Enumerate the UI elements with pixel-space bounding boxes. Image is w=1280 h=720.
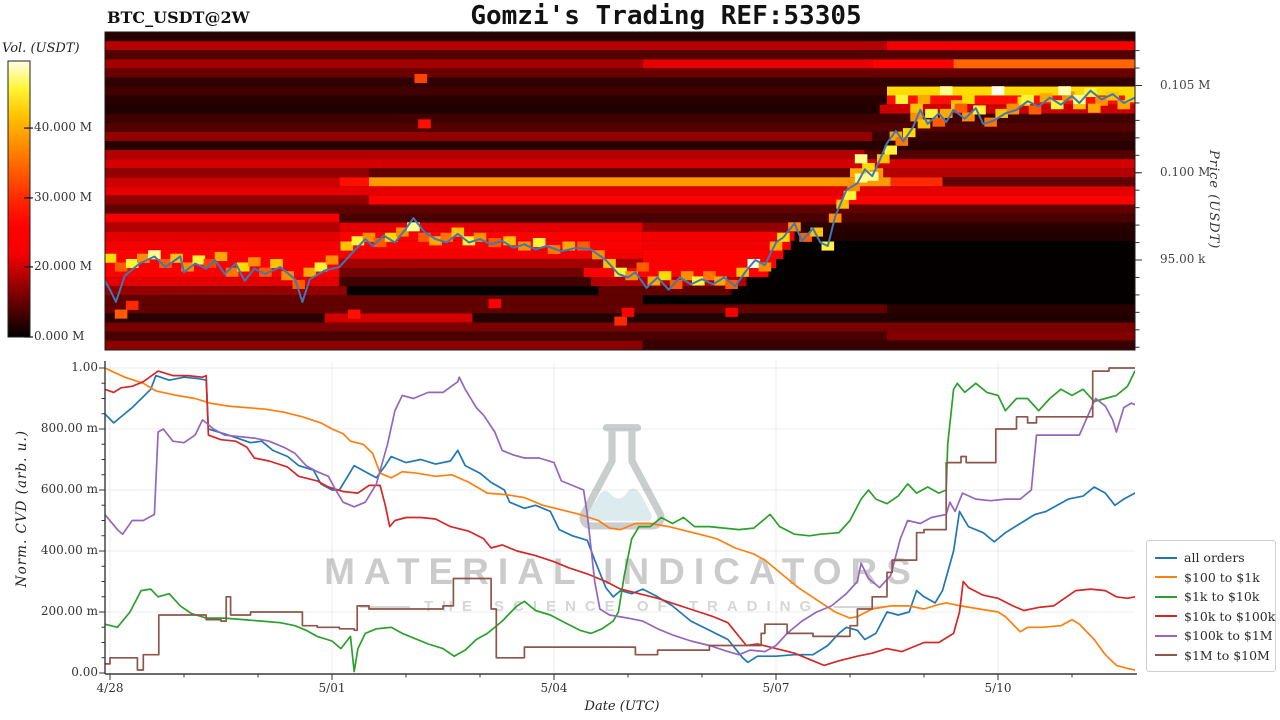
cvd-tick-label: 0.00 [71,665,98,679]
figure-title: Gomzi's Trading REF:53305 [470,1,862,31]
legend-line-swatch [1155,556,1177,559]
series-line--100-to-1k [105,367,1135,671]
legend-line-swatch [1155,654,1177,657]
gridlines [105,361,1135,674]
price-tick-label: 0.100 M [1160,165,1211,179]
cvd-tick-label: 1.00 [71,360,98,374]
axes-ticks [99,367,1073,680]
legend-label: $10k to $100k [1184,608,1276,624]
date-tick-label: 5/10 [984,681,1012,695]
watermark-tagline-text: THE SCIENCE OF TRADING [423,598,821,615]
legend-item: all orders [1155,548,1275,568]
colorbar-tick-label: 40.000 M [34,120,93,134]
series-line--10k-to-100k [105,370,1135,667]
legend-item: $100k to $1M [1155,626,1275,646]
price-tick-label: 95.00 k [1160,252,1206,266]
date-tick-label: 4/28 [96,681,124,695]
series-line--100k-to-1m [105,376,1135,656]
watermark-tagline: THE SCIENCE OF TRADING [359,598,885,615]
cvd-axis-label: Norm. CVD (arb. u.) [14,430,30,588]
date-tick-label: 5/04 [540,681,568,695]
cvd-tick-label: 600.00 m [40,482,98,496]
price-axis-ticks [1135,50,1142,348]
price-axis-label: Price (USDT) [1206,150,1221,250]
legend-label: $100k to $1M [1184,628,1273,644]
colorbar-label: Vol. (USDT) [2,41,80,56]
cvd-tick-label: 800.00 m [40,421,98,435]
volume-heatmap [105,32,1135,350]
legend-label: $1M to $10M [1184,647,1270,663]
legend-line-swatch [1155,634,1177,637]
series-line--1m-to-10m [105,367,1135,671]
axes-spines [104,361,1137,675]
watermark-brand: MATERIAL INDICATORS [324,551,920,592]
legend-line-swatch [1155,615,1177,618]
colorbar-tick-label: 30.000 M [34,190,93,204]
legend-item: $10k to $100k [1155,607,1275,627]
colorbar-tick-label: 0.000 M [34,329,85,343]
price-tick-label: 0.105 M [1160,78,1211,92]
legend-label: $100 to $1k [1184,569,1260,585]
legend-item: $100 to $1k [1155,568,1275,588]
legend-line-swatch [1155,595,1177,598]
legend-label: all orders [1184,550,1245,566]
watermark-rule-right [834,605,885,608]
flask-liquid [586,488,652,521]
date-axis-label: Date (UTC) [584,699,660,714]
legend-line-swatch [1155,576,1177,579]
series-line--1k-to-10k [105,370,1135,673]
colorbar [7,60,33,338]
cvd-tick-label: 200.00 m [40,604,98,618]
date-tick-label: 5/07 [762,681,790,695]
date-tick-label: 5/01 [318,681,346,695]
series-line-all-orders [105,374,1135,664]
legend-item: $1k to $10k [1155,587,1275,607]
watermark-rule-left [359,605,410,608]
price-line [105,89,1135,303]
cvd-series [105,367,1135,673]
heatmap-title: BTC_USDT@2W [107,8,250,27]
legend-label: $1k to $10k [1184,589,1260,605]
legend-item: $1M to $10M [1155,646,1275,666]
legend: all orders $100 to $1k $1k to $10k $10k … [1146,540,1276,672]
cvd-tick-label: 400.00 m [40,543,98,557]
colorbar-tick-label: 20.000 M [34,259,93,273]
